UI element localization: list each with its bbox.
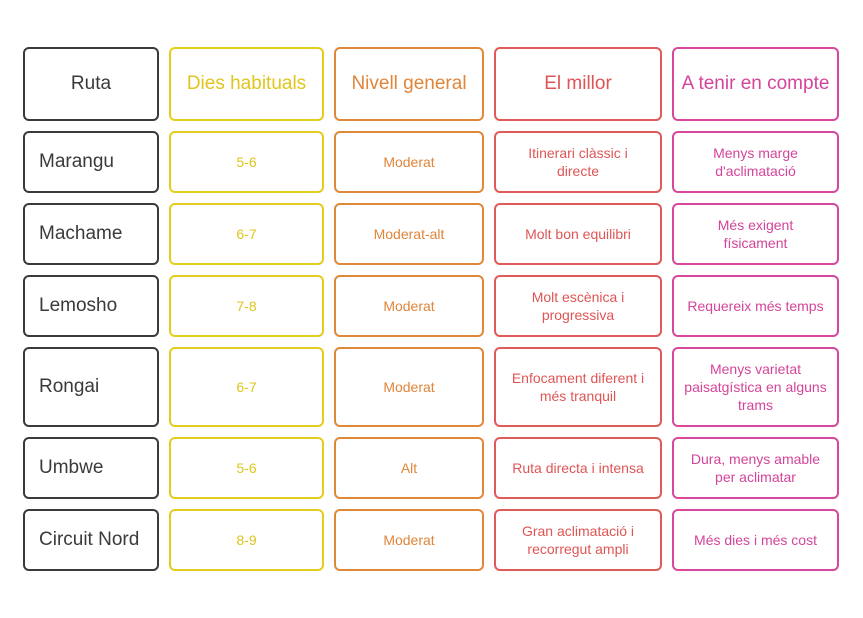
note-cell: Menys varietat paisatgística en alguns t… bbox=[672, 347, 839, 427]
route-cell: Umbwe bbox=[23, 437, 159, 499]
route-name: Marangu bbox=[39, 150, 114, 172]
header-cell-level: Nivell general bbox=[334, 47, 484, 121]
days-cell: 8-9 bbox=[169, 509, 324, 571]
days-cell: 6-7 bbox=[169, 203, 324, 265]
days-value: 8-9 bbox=[236, 531, 257, 548]
level-cell: Alt bbox=[334, 437, 484, 499]
best-value: Molt escènica i progressiva bbox=[531, 288, 625, 323]
note-cell: Dura, menys amable per aclimatar bbox=[672, 437, 839, 499]
header-cell-note: A tenir en compte bbox=[672, 47, 839, 121]
best-value: Gran aclimatació i recorregut ampli bbox=[521, 522, 635, 557]
days-cell: 6-7 bbox=[169, 347, 324, 427]
best-cell: Ruta directa i intensa bbox=[494, 437, 662, 499]
route-cell: Lemosho bbox=[23, 275, 159, 337]
note-cell: Més dies i més cost bbox=[672, 509, 839, 571]
level-value: Moderat-alt bbox=[373, 225, 445, 242]
header-label: Nivell general bbox=[351, 72, 467, 94]
level-value: Alt bbox=[400, 459, 418, 476]
level-cell: Moderat bbox=[334, 347, 484, 427]
header-cell-best: El millor bbox=[494, 47, 662, 121]
days-value: 5-6 bbox=[236, 459, 257, 476]
days-cell: 5-6 bbox=[169, 131, 324, 193]
best-cell: Itinerari clàssic i directe bbox=[494, 131, 662, 193]
level-cell: Moderat bbox=[334, 509, 484, 571]
best-cell: Molt bon equilibri bbox=[494, 203, 662, 265]
days-cell: 5-6 bbox=[169, 437, 324, 499]
best-value: Molt bon equilibri bbox=[525, 225, 631, 242]
best-value: Enfocament diferent i més tranquil bbox=[511, 369, 645, 404]
route-name: Machame bbox=[39, 222, 123, 244]
note-value: Més dies i més cost bbox=[694, 531, 817, 548]
note-value: Més exigent físicament bbox=[717, 216, 794, 251]
best-cell: Enfocament diferent i més tranquil bbox=[494, 347, 662, 427]
days-cell: 7-8 bbox=[169, 275, 324, 337]
level-cell: Moderat bbox=[334, 275, 484, 337]
route-name: Lemosho bbox=[39, 294, 118, 316]
route-cell: Rongai bbox=[23, 347, 159, 427]
route-cell: Machame bbox=[23, 203, 159, 265]
note-value: Menys varietat paisatgística en alguns t… bbox=[684, 360, 827, 414]
best-value: Ruta directa i intensa bbox=[512, 459, 644, 476]
best-value: Itinerari clàssic i directe bbox=[528, 144, 628, 179]
level-value: Moderat bbox=[383, 153, 435, 170]
note-value: Requereix més temps bbox=[687, 297, 824, 314]
note-cell: Més exigent físicament bbox=[672, 203, 839, 265]
note-cell: Requereix més temps bbox=[672, 275, 839, 337]
note-value: Dura, menys amable per aclimatar bbox=[690, 450, 821, 485]
route-cell: Circuit Nord bbox=[23, 509, 159, 571]
route-name: Circuit Nord bbox=[39, 528, 140, 550]
days-value: 6-7 bbox=[236, 378, 257, 395]
header-label: El millor bbox=[544, 72, 612, 94]
level-cell: Moderat bbox=[334, 131, 484, 193]
best-cell: Molt escènica i progressiva bbox=[494, 275, 662, 337]
level-cell: Moderat-alt bbox=[334, 203, 484, 265]
header-label: Ruta bbox=[70, 72, 112, 94]
note-value: Menys marge d'aclimatació bbox=[713, 144, 798, 179]
days-value: 6-7 bbox=[236, 225, 257, 242]
note-cell: Menys marge d'aclimatació bbox=[672, 131, 839, 193]
route-cell: Marangu bbox=[23, 131, 159, 193]
header-label: Dies habituals bbox=[186, 72, 307, 94]
header-cell-route: Ruta bbox=[23, 47, 159, 121]
level-value: Moderat bbox=[383, 531, 435, 548]
days-value: 7-8 bbox=[236, 297, 257, 314]
days-value: 5-6 bbox=[236, 153, 257, 170]
best-cell: Gran aclimatació i recorregut ampli bbox=[494, 509, 662, 571]
header-label: A tenir en compte bbox=[681, 72, 830, 94]
level-value: Moderat bbox=[383, 378, 435, 395]
route-name: Rongai bbox=[39, 375, 100, 397]
header-cell-days: Dies habituals bbox=[169, 47, 324, 121]
level-value: Moderat bbox=[383, 297, 435, 314]
route-name: Umbwe bbox=[39, 456, 104, 478]
